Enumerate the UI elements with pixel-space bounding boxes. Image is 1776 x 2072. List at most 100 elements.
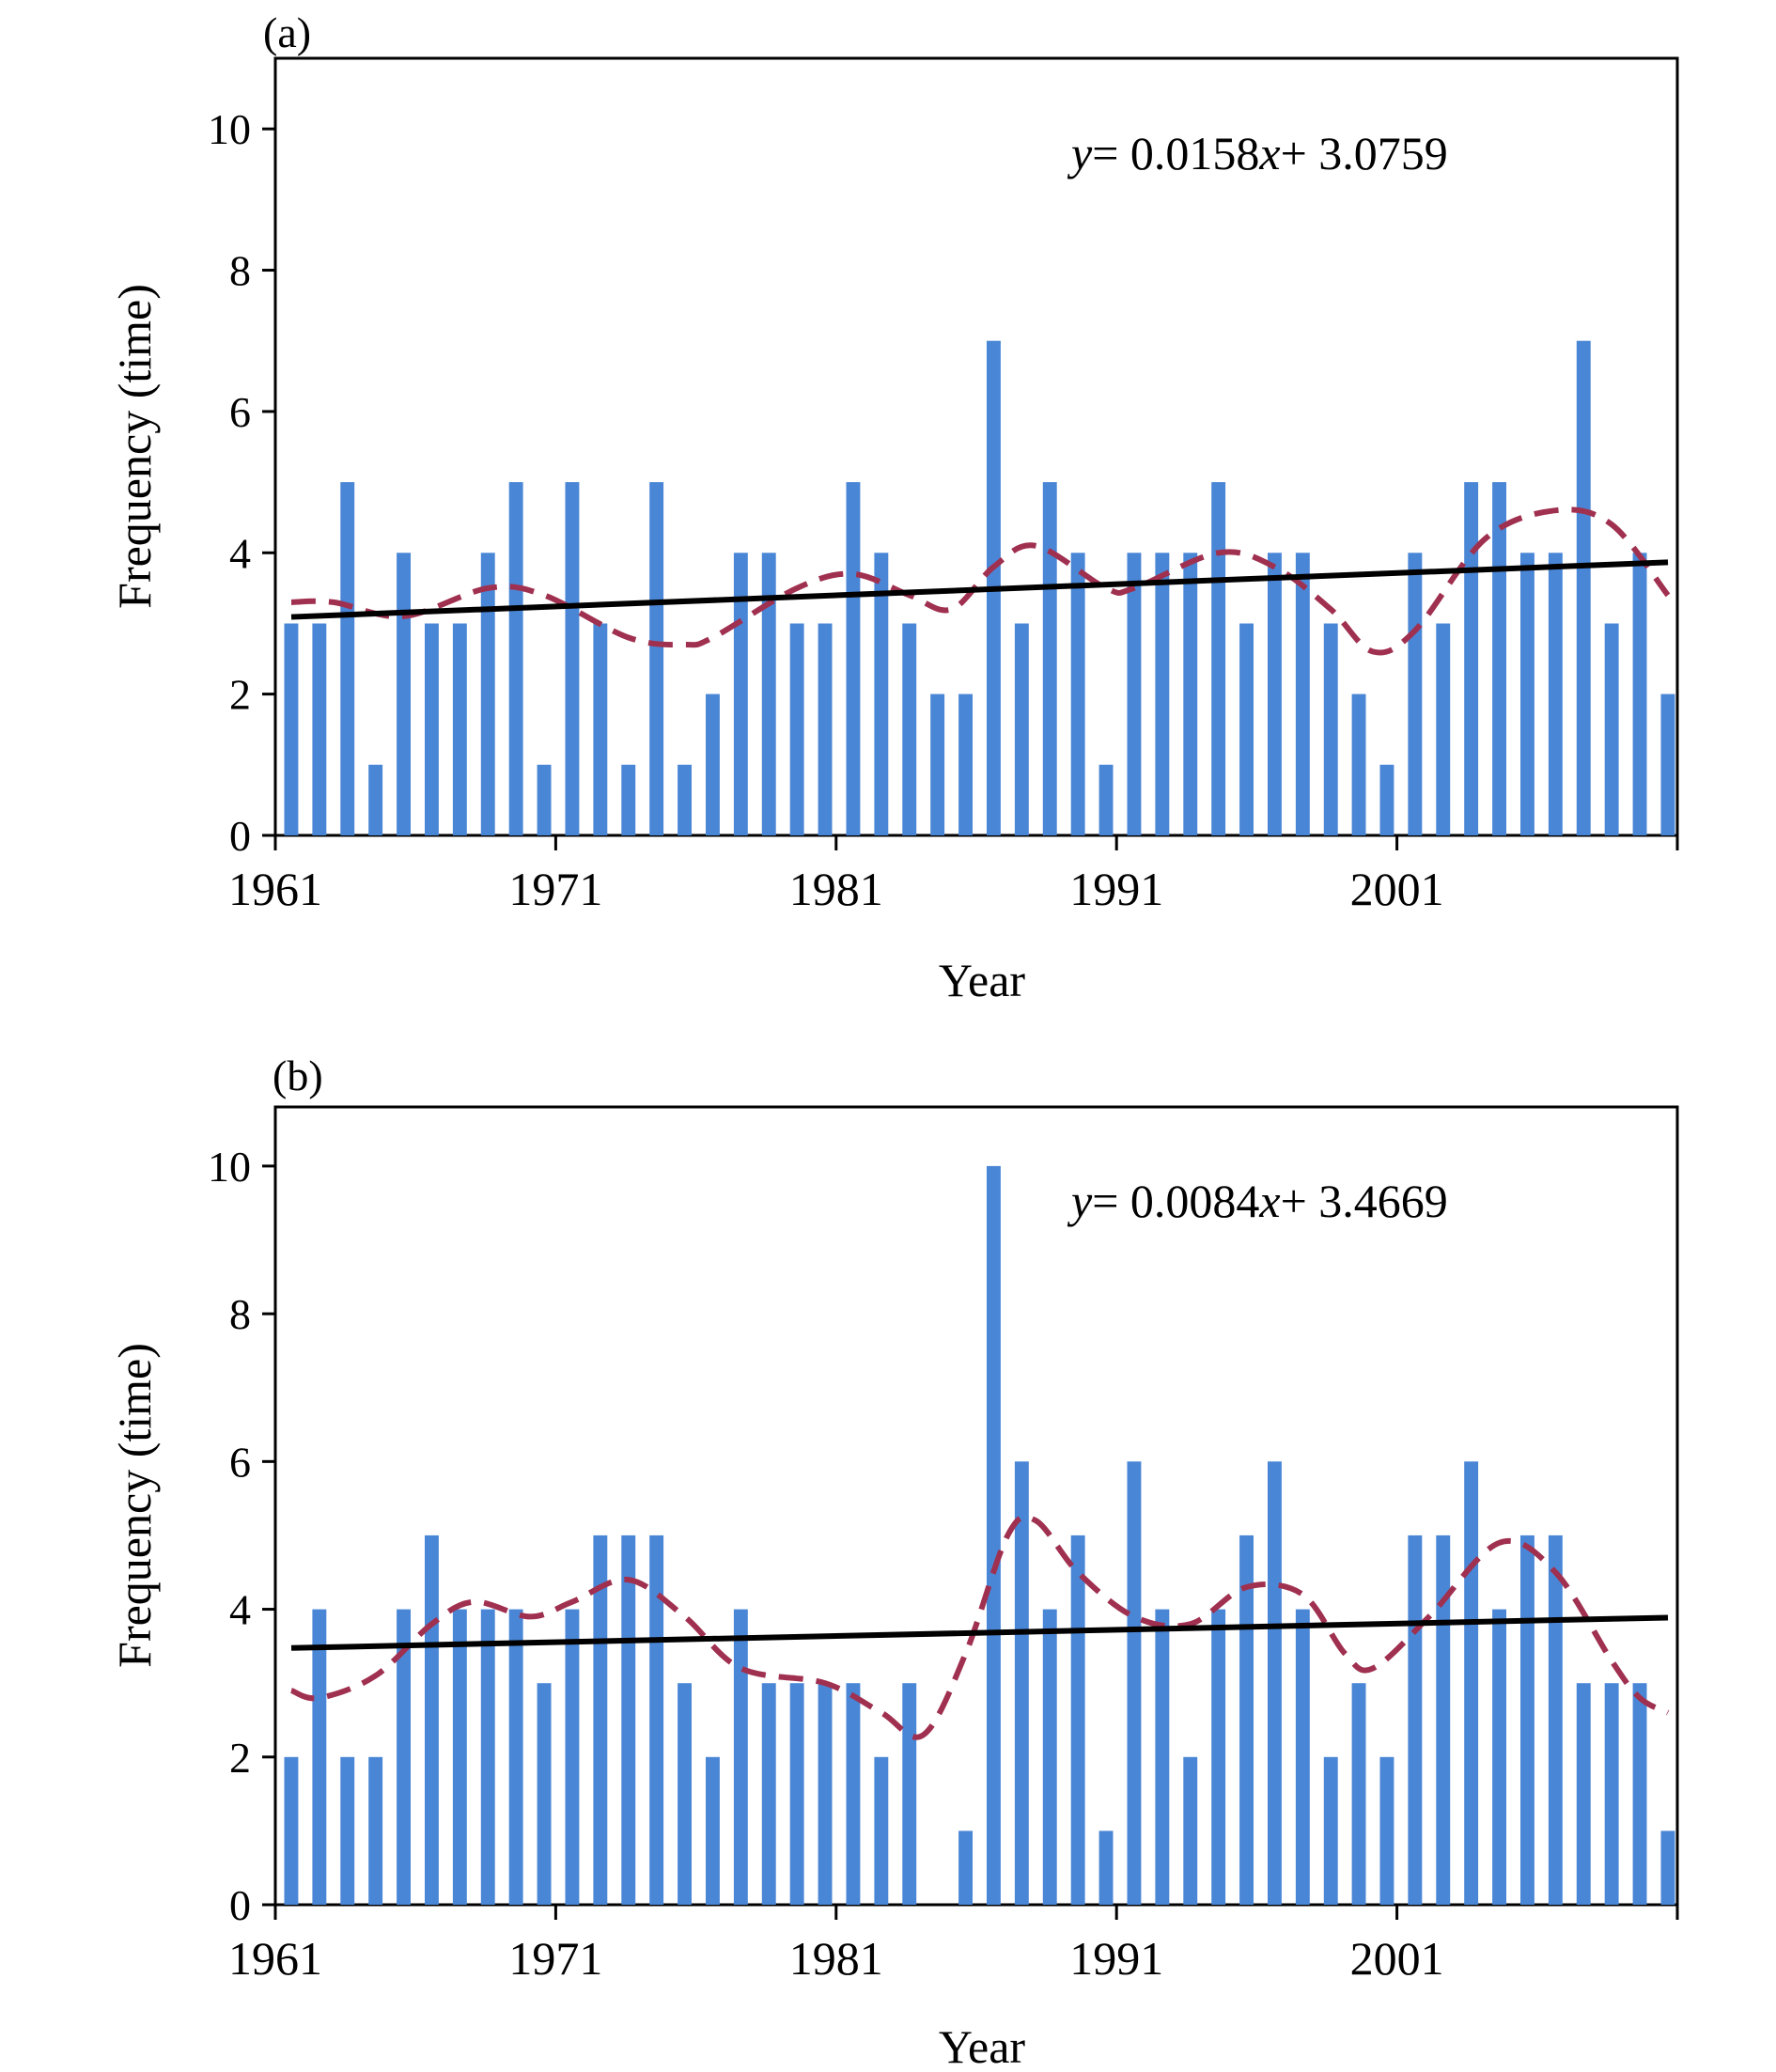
panel-a-bar-1961: [284, 623, 299, 835]
panel-b-bar-1963: [340, 1756, 355, 1905]
panel-b-bar-2010: [1660, 1831, 1675, 1905]
panel-b-eq-coef: = 0.0084: [1092, 1175, 1259, 1227]
panel-a-bar-1998: [1323, 623, 1338, 835]
panel-a-bar-1997: [1295, 553, 1310, 835]
panel-b-bar-1998: [1323, 1756, 1338, 1905]
panel-b-bar-1993: [1183, 1756, 1198, 1905]
panel-b-bar-1968: [480, 1609, 495, 1905]
panel-a-bar-1969: [508, 482, 523, 835]
panel-a-bar-1987: [1014, 623, 1029, 835]
panel-a-x-ticks: 1961 1971 1981 1991 2001: [228, 835, 1679, 915]
panel-a-x-tick-label: 2001: [1350, 863, 1444, 915]
panel-a-y-axis-label: Frequency (time): [108, 284, 161, 609]
panel-a-trend-line: [290, 559, 1669, 620]
panel-a-y-tick-label: 10: [208, 105, 251, 153]
panel-b-bar-1999: [1351, 1683, 1366, 1905]
panel-b-bar-1978: [761, 1683, 776, 1905]
panel-b-trend-line: [290, 1614, 1669, 1651]
panel-b-bar-2002: [1436, 1535, 1451, 1905]
panel-a-bar-1973: [621, 764, 636, 835]
panel-b-bar-2008: [1604, 1683, 1619, 1905]
panel-a-bar-1996: [1268, 553, 1282, 835]
panel-b-eq-x: x: [1258, 1175, 1280, 1227]
panel-b-bar-1980: [818, 1683, 833, 1905]
panel-b-x-tick-label: 2001: [1350, 1932, 1444, 1985]
panel-b-bar-1983: [902, 1683, 917, 1905]
panel-b-bar-1988: [1042, 1609, 1057, 1905]
panel-a-y-tick-label: 0: [229, 812, 251, 860]
panel-b-eq-y: y: [1067, 1175, 1093, 1227]
panel-b-smooth-curve: [289, 1514, 1670, 1740]
panel-a-bar-1963: [340, 482, 355, 835]
panel-a-y-tick-label: 8: [229, 247, 251, 295]
panel-b-bar-1970: [537, 1683, 552, 1905]
panel-a-bar-1965: [397, 553, 411, 835]
panel-b-bar-1966: [425, 1535, 439, 1905]
panel-a-bar-1984: [930, 693, 945, 835]
panel-a-bar-1978: [761, 553, 776, 835]
panel-a-bar-1982: [874, 553, 889, 835]
panel-b-bar-1967: [452, 1609, 467, 1905]
panel-a-bar-1983: [902, 623, 917, 835]
panel-a-bar-1994: [1211, 482, 1226, 835]
panel-b-bar-1981: [846, 1683, 861, 1905]
panel-a-bar-1974: [649, 482, 664, 835]
panel-b-bar-1971: [565, 1609, 580, 1905]
panel-b-x-axis-label: Year: [939, 2020, 1025, 2072]
panel-b-bar-2005: [1520, 1535, 1535, 1905]
panel-b-bar-1962: [312, 1609, 327, 1905]
panel-a-bar-1988: [1042, 482, 1057, 835]
panel-b-bar-1987: [1014, 1461, 1029, 1905]
panel-a-bar-1962: [312, 623, 327, 835]
panel-b-bar-1965: [397, 1609, 411, 1905]
panel-a-bar-1970: [537, 764, 552, 835]
panel-a-bar-1993: [1183, 553, 1198, 835]
panel-a-bar-2005: [1520, 553, 1535, 835]
panel-a-bar-1977: [733, 553, 748, 835]
panel-a-bar-2007: [1576, 340, 1591, 835]
panel-b-bar-2003: [1464, 1461, 1479, 1905]
panel-b-bar-1990: [1098, 1831, 1114, 1905]
panel-b-y-tick-label: 2: [229, 1734, 251, 1782]
panel-b-y-tick-label: 8: [229, 1290, 251, 1338]
panel-b-bar-1989: [1070, 1535, 1085, 1905]
panel-a-bar-2006: [1548, 553, 1563, 835]
panel-a-bar-1989: [1070, 553, 1085, 835]
panel-b-bar-2004: [1492, 1609, 1506, 1905]
panel-b-bar-1991: [1127, 1461, 1142, 1905]
panel-a-bar-1991: [1127, 553, 1142, 835]
panel-a-bar-1980: [818, 623, 833, 835]
panel-b-bar-1982: [874, 1756, 889, 1905]
panel-a-bar-1995: [1239, 623, 1254, 835]
panel-b-x-tick-label: 1971: [508, 1932, 602, 1985]
panel-b-bar-2000: [1379, 1756, 1394, 1905]
panel-b-bar-1979: [789, 1683, 804, 1905]
panel-b-y-ticks: 0 2 4 6 8 10: [208, 1143, 275, 1929]
panel-a-y-tick-label: 4: [229, 529, 251, 577]
panel-b-bar-2007: [1576, 1683, 1591, 1905]
panel-a-bar-1972: [593, 623, 608, 835]
panel-b-bar-1973: [621, 1535, 636, 1905]
panel-a-bar-1966: [425, 623, 439, 835]
panel-b-bar-1986: [987, 1165, 1001, 1905]
panel-a-x-tick-label: 1981: [789, 863, 883, 915]
panel-a-bar-1979: [789, 623, 804, 835]
panel-b-bar-1995: [1239, 1535, 1254, 1905]
panel-b-bars: [284, 1165, 1675, 1905]
panel-b-bar-2001: [1408, 1535, 1423, 1905]
panel-b-x-ticks: 1961 1971 1981 1991 2001: [228, 1905, 1679, 1985]
panel-a-bar-2004: [1492, 482, 1506, 835]
panel-a-bar-2010: [1660, 693, 1675, 835]
panel-b-bar-1985: [958, 1831, 973, 1905]
panel-a-bar-2009: [1632, 553, 1647, 835]
panel-b-bar-1992: [1155, 1609, 1170, 1905]
panel-a-y-ticks: 0 2 4 6 8 10: [208, 105, 275, 860]
panel-b-bar-1975: [678, 1683, 692, 1905]
panel-a-equation: y= 0.0158x+ 3.0759: [1067, 127, 1448, 179]
panel-a-x-tick-label: 1971: [508, 863, 602, 915]
panel-a-y-tick-label: 2: [229, 671, 251, 719]
panel-a-eq-coef: = 0.0158: [1092, 127, 1259, 179]
panel-b-x-tick-label: 1961: [228, 1932, 322, 1985]
panel-a: (a) 0 2 4 6 8 10 1961 1971 1981 1991 2001 y= 0.01…: [108, 8, 1679, 1006]
panel-a-label: (a): [263, 8, 311, 56]
